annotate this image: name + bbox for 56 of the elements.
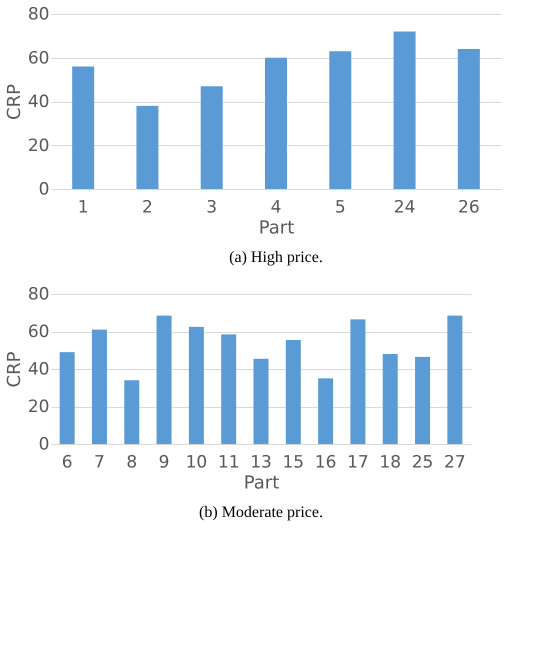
y-tick-label: 0 [38,180,50,200]
bar [92,330,107,444]
x-tick-label: 11 [218,452,240,472]
y-tick-label: 60 [28,48,50,68]
x-tick-label: 18 [379,452,402,472]
bar [394,32,416,189]
x-tick-label: 24 [394,198,416,218]
x-tick-label: 13 [250,452,272,472]
y-tick-label: 40 [28,92,50,112]
bar [221,334,236,444]
x-tick-label: 16 [314,452,336,472]
x-tick-label: 25 [412,452,434,472]
x-tick-label: 26 [458,198,480,218]
text: (a) High price. [229,249,323,266]
y-axis-title: CRP [4,84,25,120]
bar [156,316,172,444]
x-tick-label: 15 [282,452,304,472]
bar [124,380,140,444]
x-tick-label: 10 [186,452,208,472]
x-axis-title: Part [244,472,280,494]
x-tick-label: 2 [142,198,153,218]
x-tick-label: 7 [94,452,105,472]
bar [329,51,352,189]
y-tick-label: 80 [28,4,50,24]
bar [447,316,462,444]
bar [458,49,480,189]
bar [72,66,94,189]
bar [136,106,158,189]
x-tick-label: 8 [126,452,138,472]
y-axis-title: CRP [4,351,25,388]
bar [254,358,268,444]
y-tick-label: 20 [28,397,50,417]
y-tick-label: 0 [38,434,50,454]
x-tick-label: 27 [444,452,466,472]
x-axis-title: Part [258,218,294,238]
bar [200,86,223,189]
bar [318,378,334,444]
y-tick-label: 80 [28,284,50,304]
bar [286,340,301,444]
bar [415,356,430,444]
x-tick-label: 9 [158,452,170,472]
bar [188,326,204,444]
y-tick-label: 40 [28,360,50,380]
x-tick-label: 17 [347,452,369,472]
x-tick-label: 5 [334,198,346,218]
bar [382,354,398,444]
x-tick-label: 6 [62,452,73,472]
bar [350,319,366,444]
bar [265,58,287,189]
y-tick-label: 20 [28,136,50,156]
x-tick-label: 4 [270,198,282,218]
text: (b) Moderate price. [199,504,323,521]
x-tick-label: 3 [206,198,218,218]
bar [60,352,75,444]
y-tick-label: 60 [28,322,50,342]
x-tick-label: 1 [78,198,89,218]
